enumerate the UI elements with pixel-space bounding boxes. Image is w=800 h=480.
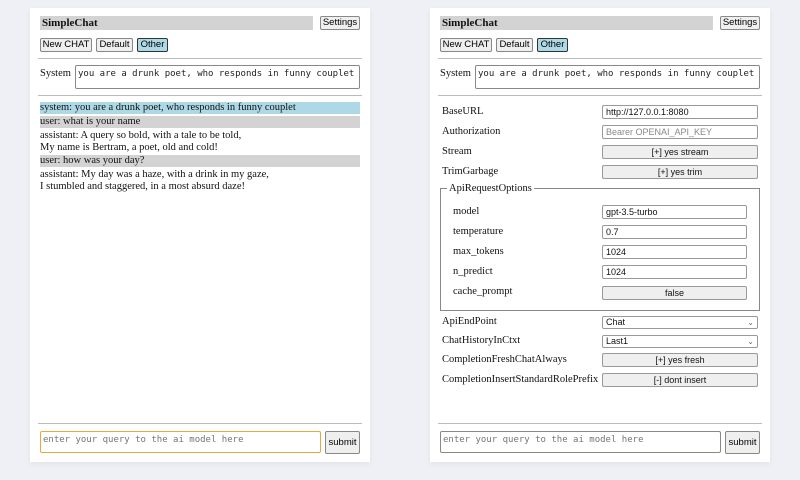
stream-label: Stream [442,146,472,157]
model-label: model [453,206,480,217]
system-label: System [40,68,71,79]
app-title: SimpleChat [40,16,313,30]
chat-message-user: user: how was your day? [40,155,360,167]
cache-prompt-toggle-button[interactable]: false [602,286,747,300]
message-line: My name is Bertram, a poet, old and cold… [40,142,218,153]
query-input[interactable] [440,431,721,453]
system-prompt-input[interactable]: you are a drunk poet, who responds in fu… [75,65,360,89]
max-tokens-input[interactable]: 1024 [602,245,747,259]
new-chat-button[interactable]: New CHAT [40,38,92,52]
cache-prompt-label: cache_prompt [453,286,513,297]
trimgarbage-toggle-button[interactable]: [+] yes trim [602,165,758,179]
settings-button[interactable]: Settings [320,16,360,30]
chathistory-label: ChatHistoryInCtxt [442,335,521,346]
select-value: Last1 [606,336,629,346]
n-predict-label: n_predict [453,266,493,277]
divider [438,423,762,424]
settings-button[interactable]: Settings [720,16,760,30]
temperature-label: temperature [453,226,504,237]
chat-message-system: system: you are a drunk poet, who respon… [40,102,360,114]
chevron-down-icon: ⌄ [747,337,754,346]
chathistory-select[interactable]: Last1 ⌄ [602,335,758,348]
apiendpoint-select[interactable]: Chat ⌄ [602,316,758,329]
system-label: System [440,68,471,79]
chat-message-assistant: assistant: A query so bold, with a tale … [40,130,360,154]
other-chat-button[interactable]: Other [537,38,568,52]
authorization-label: Authorization [442,126,501,137]
freshchat-toggle-button[interactable]: [+] yes fresh [602,353,758,367]
default-chat-button[interactable]: Default [496,38,533,52]
select-value: Chat [606,317,626,327]
message-line: assistant: A query so bold, with a tale … [40,130,242,141]
temperature-input[interactable]: 0.7 [602,225,747,239]
trimgarbage-label: TrimGarbage [442,166,499,177]
chevron-down-icon: ⌄ [747,318,754,327]
stream-toggle-button[interactable]: [+] yes stream [602,145,758,159]
divider [438,95,762,96]
message-line: I stumbled and staggered, in a most absu… [40,181,245,192]
divider [38,58,362,59]
n-predict-input[interactable]: 1024 [602,265,747,279]
divider [38,423,362,424]
divider [38,95,362,96]
insertprefix-label: CompletionInsertStandardRolePrefix [442,374,599,385]
system-prompt-input[interactable]: you are a drunk poet, who responds in fu… [475,65,760,89]
chat-message-assistant: assistant: My day was a haze, with a dri… [40,169,360,193]
freshchat-label: CompletionFreshChatAlways [442,354,567,365]
max-tokens-label: max_tokens [453,246,504,257]
baseurl-label: BaseURL [442,106,484,117]
query-input[interactable] [40,431,321,453]
authorization-input[interactable]: Bearer OPENAI_API_KEY [602,125,758,139]
submit-button[interactable]: submit [725,431,760,454]
submit-button[interactable]: submit [325,431,360,454]
baseurl-input[interactable]: http://127.0.0.1:8080 [602,105,758,119]
app-title: SimpleChat [440,16,713,30]
insertprefix-toggle-button[interactable]: [-] dont insert [602,373,758,387]
chat-message-user: user: what is your name [40,116,360,128]
chat-panel-left: SimpleChat Settings New CHAT Default Oth… [30,8,370,462]
default-chat-button[interactable]: Default [96,38,133,52]
other-chat-button[interactable]: Other [137,38,168,52]
api-request-options-fieldset: ApiRequestOptions [440,183,760,311]
message-line: assistant: My day was a haze, with a dri… [40,169,269,180]
apiendpoint-label: ApiEndPoint [442,316,497,327]
model-input[interactable]: gpt-3.5-turbo [602,205,747,219]
chat-panel-right: SimpleChat Settings New CHAT Default Oth… [430,8,770,462]
divider [438,58,762,59]
fieldset-legend: ApiRequestOptions [449,183,532,194]
new-chat-button[interactable]: New CHAT [440,38,492,52]
